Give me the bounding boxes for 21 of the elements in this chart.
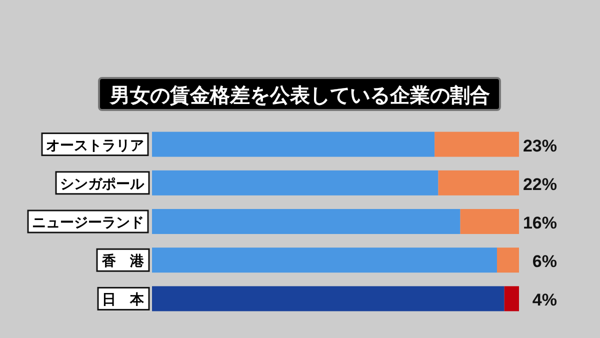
bar [434,132,519,157]
y-tick-label: オーストラリア [46,138,144,154]
y-tick-label: ニュージーランド [32,215,144,231]
bar [152,248,497,273]
bar [152,132,435,157]
y-tick-label: 日 本 [102,292,145,308]
y-tick-label: シンガポール [60,176,145,192]
bar [504,286,519,312]
bar [438,170,519,196]
bar [152,209,460,234]
chart-title: 男女の賃金格差を公表している企業の割合 [109,83,490,107]
data-label: 22% [522,174,557,194]
bar [152,170,438,196]
bar [460,209,519,234]
bar [496,248,519,273]
data-label: 4% [532,290,557,310]
data-label: 16% [522,214,557,232]
bar [152,286,504,312]
data-label: 23% [522,136,557,156]
y-tick-label: 香 港 [101,254,145,270]
data-label: 6% [532,252,557,272]
